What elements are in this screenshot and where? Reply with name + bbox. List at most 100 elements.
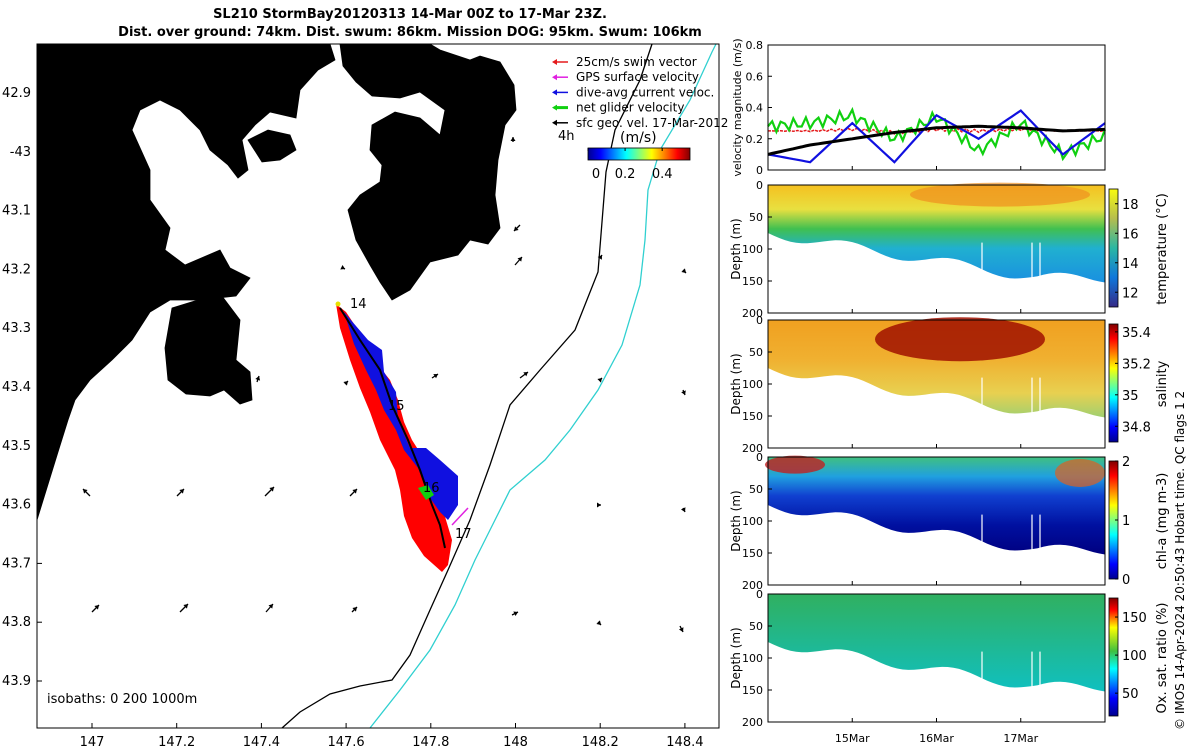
isobath-200m — [281, 43, 653, 729]
velocity-y-tick-label: 0.8 — [746, 39, 764, 52]
map-x-tick-label: 148.4 — [666, 735, 703, 750]
depth-tick-label: 150 — [742, 547, 763, 560]
legend-swatch-head — [552, 89, 557, 96]
depth-tick-label: 150 — [742, 275, 763, 288]
section-colorbar — [1108, 188, 1119, 308]
depth-tick-label: 50 — [749, 211, 763, 224]
time-tick-label: 15Mar — [835, 732, 870, 745]
track-time-label: 17 — [455, 527, 472, 542]
map-panel: 14 15 16 17 isobaths: 0 200 1000m 25cm/s sw… — [2, 43, 728, 750]
colorbar-title: (m/s) — [620, 130, 657, 146]
map-x-tick-label: 147.8 — [412, 735, 449, 750]
sfc-velocity-arrowhead — [269, 487, 274, 492]
section-data-fill — [768, 594, 1105, 692]
section-data-fill — [768, 185, 1105, 283]
section-panel-2: 0 50 100 150 200 Depth (m) 0 1 2 chl-a (mg m-3) — [729, 451, 1170, 592]
colorbar-tick-label: 12 — [1122, 286, 1139, 301]
map-y-tick-label: 43.3 — [2, 321, 31, 336]
depth-tick-label: 100 — [742, 515, 763, 528]
depth-tick-label: 200 — [742, 442, 763, 455]
section-panel-0: 0 50 100 150 200 Depth (m) 12 14 16 18 temperature… — [729, 179, 1170, 320]
map-y-tick-label: 43.5 — [2, 439, 31, 454]
sfc-velocity-arrowhead — [523, 372, 528, 377]
sfc-velocity-arrowhead — [680, 507, 686, 512]
depth-tick-label: 0 — [756, 179, 763, 192]
depth-axis-label: Depth (m) — [729, 627, 743, 688]
depth-tick-label: 0 — [756, 314, 763, 327]
colorbar-tick-label: 0.2 — [615, 167, 636, 182]
map-x-tick-label: 147.6 — [327, 735, 364, 750]
depth-tick-label: 200 — [742, 716, 763, 729]
depth-tick-label: 0 — [756, 451, 763, 464]
map-x-tick-label: 147 — [80, 735, 105, 750]
sfc-velocity-arrowhead — [343, 381, 348, 386]
time-tick-label: 16Mar — [919, 732, 954, 745]
map-y-tick-label: 43.6 — [2, 498, 31, 513]
depth-tick-label: 150 — [742, 684, 763, 697]
track-time-labels: 14 15 16 17 — [350, 297, 472, 542]
colorbar-tick-label: 35 — [1122, 389, 1139, 404]
surface-velocity-arrows — [82, 137, 687, 633]
colorbar-tick-label: 34.8 — [1122, 420, 1151, 435]
depth-axis-label: Depth (m) — [729, 353, 743, 414]
sfc-velocity-arrowhead — [94, 605, 99, 610]
colorbar-tick-label: 0.4 — [652, 167, 673, 182]
sfc-velocity-arrowhead — [340, 264, 345, 270]
footer-side-text: © IMOS 14-Apr-2024 20:50:43 Hobart time.… — [1173, 391, 1187, 730]
colorbar-label: temperature (°C) — [1155, 193, 1170, 305]
sfc-velocity-arrowhead — [433, 374, 438, 379]
colorbar-tick-label: 16 — [1122, 227, 1139, 242]
start-marker — [335, 301, 341, 307]
map-x-tick-label: 148.2 — [582, 735, 619, 750]
map-x-ticks: 147 147.2 147.4 147.6 147.8 148 148.2 148.4 — [80, 723, 704, 750]
velocity-y-tick-label: 0 — [756, 164, 763, 177]
colorbar-tick-label: 35.4 — [1122, 326, 1151, 341]
scale-label: 4h — [558, 129, 575, 144]
time-axis: 15Mar 16Mar 17Mar — [835, 166, 1039, 745]
map-x-tick-label: 147.4 — [243, 735, 280, 750]
land-area — [36, 43, 517, 521]
map-y-tick-label: 43.2 — [2, 262, 31, 277]
legend-swatch-head — [552, 59, 557, 65]
sfc-velocity-arrowhead — [681, 390, 686, 395]
depth-tick-label: 150 — [742, 410, 763, 423]
map-y-tick-label: 43.1 — [2, 204, 31, 219]
velocity-series-line — [767, 124, 1106, 156]
legend-label: net glider velocity — [576, 101, 684, 115]
legend-label: sfc geo. vel. 17-Mar-2012 — [576, 116, 728, 130]
sfc-velocity-arrowhead — [255, 376, 261, 381]
chl-surface-max — [1055, 459, 1105, 487]
track-time-label: 14 — [350, 297, 367, 312]
colorbar-tick-label: 18 — [1122, 198, 1139, 213]
legend-swatch-head — [552, 119, 557, 126]
map-colorbar — [587, 147, 691, 161]
map-y-tick-label: 43.7 — [2, 556, 31, 571]
sfc-velocity-arrowhead — [513, 611, 518, 617]
sfc-velocity-arrowhead — [352, 489, 357, 494]
section-data-fill — [768, 457, 1105, 555]
sfc-velocity-arrowhead — [597, 378, 602, 383]
legend-label: GPS surface velocity — [576, 70, 699, 84]
sfc-velocity-arrowhead — [681, 268, 686, 273]
velocity-series-line — [767, 106, 1107, 162]
track-time-label: 15 — [388, 399, 405, 414]
sfc-velocity-arrowhead — [678, 627, 684, 632]
sfc-velocity-arrowhead — [597, 255, 602, 260]
colorbar-tick-label: 50 — [1122, 687, 1139, 702]
velocity-y-tick-label: 0.2 — [746, 133, 764, 146]
depth-tick-label: 50 — [749, 346, 763, 359]
isobath-label: isobaths: 0 200 1000m — [47, 692, 197, 707]
velocity-y-axis-label: velocity magnitude (m/s) — [731, 38, 744, 176]
figure-title: SL210 StormBay20120313 14-Mar 00Z to 17-… — [0, 6, 820, 42]
track-time-label: 16 — [423, 481, 440, 496]
map-y-tick-label: -43 — [10, 145, 31, 160]
sfc-velocity-arrowhead — [510, 137, 516, 141]
depth-tick-label: 100 — [742, 378, 763, 391]
sfc-velocity-arrowhead — [183, 604, 188, 609]
colorbar-tick-label: 2 — [1122, 455, 1130, 470]
colorbar-tick-label: 14 — [1122, 257, 1139, 272]
depth-tick-label: 100 — [742, 243, 763, 256]
colorbar-label: Ox. sat. ratio (%) — [1155, 603, 1170, 714]
